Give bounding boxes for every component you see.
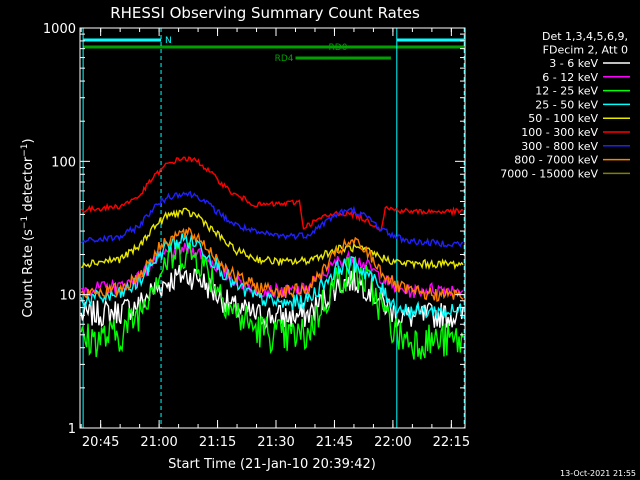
- y-tick-label-1: 10: [59, 289, 76, 304]
- axes: 20:45 21:00 21:15 21:30 21:45 22:00 22:15 1 10 10…: [43, 22, 470, 450]
- plot-frame: [79, 27, 466, 429]
- series-line-3: [80, 233, 464, 319]
- generation-timestamp: 13-Oct-2021 21:55: [560, 469, 636, 478]
- x-tick-label-0: 20:45: [82, 435, 119, 450]
- legend: Det 1,3,4,5,6,9,FDecim 2, Att 03 - 6 keV…: [500, 30, 630, 180]
- x-tick-label-2: 21:15: [199, 435, 236, 450]
- x-tick-label-1: 21:00: [140, 435, 177, 450]
- series-line-5: [80, 156, 464, 232]
- chart-title: RHESSI Observing Summary Count Rates: [110, 4, 420, 22]
- x-tick-label-4: 21:45: [316, 435, 353, 450]
- series-line-6: [80, 190, 464, 248]
- legend-entry-8: 7000 - 15000 keV: [500, 167, 598, 180]
- legend-entry-5: 100 - 300 keV: [521, 126, 598, 139]
- legend-entry-1: 6 - 12 keV: [542, 71, 598, 84]
- y-axis-label: Count Rate (s−1 detector−1): [20, 138, 36, 317]
- legend-entry-0: 3 - 6 keV: [549, 57, 598, 70]
- legend-entry-4: 50 - 100 keV: [528, 112, 598, 125]
- flag-label-rd0: RD0: [329, 43, 348, 53]
- x-tick-label-3: 21:30: [257, 435, 294, 450]
- y-tick-label-0: 1: [68, 422, 76, 437]
- series-line-7: [80, 226, 464, 303]
- y-tick-label-3: 1000: [43, 22, 76, 37]
- legend-header-1: FDecim 2, Att 0: [543, 44, 628, 57]
- series-line-2: [80, 241, 464, 360]
- series-line-4: [80, 207, 464, 271]
- x-tick-label-6: 22:15: [433, 435, 470, 450]
- flag-label-rd4: RD4: [275, 54, 294, 64]
- flag-bars: N RD0 RD4: [83, 36, 465, 64]
- y-tick-label-2: 100: [51, 155, 76, 170]
- legend-entry-2: 12 - 25 keV: [535, 85, 598, 98]
- vertical-markers: [82, 28, 465, 428]
- legend-header-0: Det 1,3,4,5,6,9,: [542, 30, 628, 43]
- x-axis-label: Start Time (21-Jan-10 20:39:42): [168, 457, 376, 472]
- x-tick-label-5: 22:00: [374, 435, 411, 450]
- flag-label-n: N: [165, 36, 172, 46]
- legend-entry-6: 300 - 800 keV: [521, 140, 598, 153]
- series-lines: [80, 156, 464, 360]
- legend-entry-7: 800 - 7000 keV: [514, 154, 598, 167]
- legend-entry-3: 25 - 50 keV: [535, 98, 598, 111]
